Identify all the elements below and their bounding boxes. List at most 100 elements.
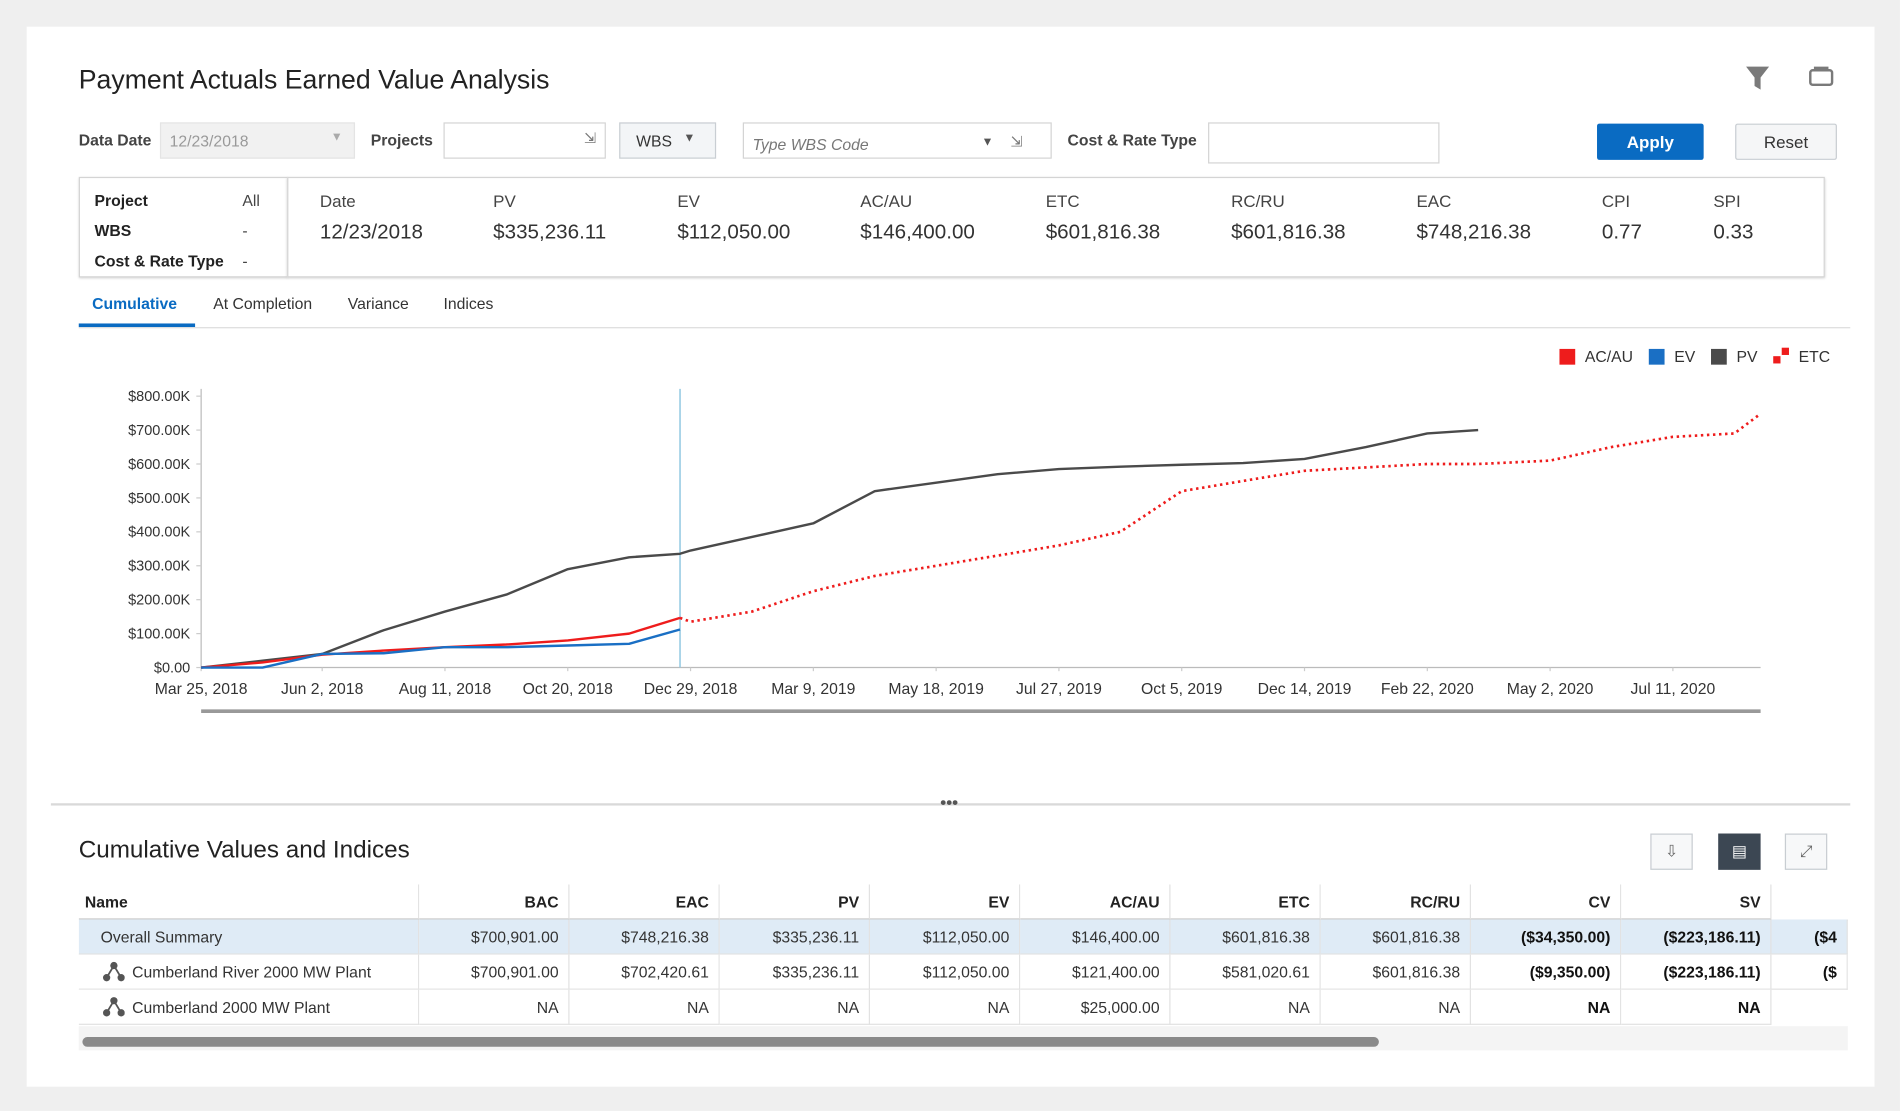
cost-rate-label: Cost & Rate Type <box>1067 130 1197 150</box>
table-cell: $601,816.38 <box>1320 954 1472 990</box>
picker-icon[interactable]: ⇲ <box>584 129 597 147</box>
table-cell: $700,901.00 <box>419 954 570 990</box>
column-header[interactable]: SV <box>1621 884 1772 920</box>
table-cell: $601,816.38 <box>1320 919 1472 955</box>
table-cell: ($223,186.11) <box>1621 954 1772 990</box>
legend-label: PV <box>1736 349 1758 366</box>
cost-rate-input[interactable] <box>1208 122 1440 164</box>
table-cell: $146,400.00 <box>1020 919 1171 955</box>
wbs-code-input[interactable]: Type WBS Code ▼ ⇲ <box>742 122 1052 159</box>
y-tick-label: $800.00K <box>128 389 190 405</box>
column-header[interactable]: AC/AU <box>1020 884 1171 920</box>
summary-value: $601,816.38 <box>1231 220 1346 244</box>
expand-button[interactable]: ⤢ <box>1784 833 1828 870</box>
tab[interactable]: At Completion <box>213 294 313 313</box>
legend-swatch <box>1773 356 1781 364</box>
table-cell: $121,400.00 <box>1020 954 1171 990</box>
toolbar-icons[interactable] <box>1742 63 1839 94</box>
x-tick-label: Oct 5, 2019 <box>1141 681 1223 698</box>
table-cell: ($4 <box>1771 919 1848 955</box>
row-name[interactable]: Cumberland 2000 MW Plant <box>78 989 420 1025</box>
tab-underline <box>78 323 196 328</box>
x-tick-label: Oct 20, 2018 <box>523 681 613 698</box>
row-name[interactable]: Cumberland River 2000 MW Plant <box>78 954 420 990</box>
summary-label: AC/AU <box>860 191 913 211</box>
wbs-dropdown[interactable]: WBS ▼ <box>619 122 717 159</box>
table-cell: $335,236.11 <box>719 954 871 990</box>
tab[interactable]: Variance <box>347 294 409 313</box>
table-cell: ($34,350.00) <box>1471 919 1622 955</box>
tab[interactable]: Indices <box>443 294 494 313</box>
table-cell: $702,420.61 <box>569 954 720 990</box>
table-cell: NA <box>569 989 720 1025</box>
apply-button[interactable]: Apply <box>1597 123 1704 160</box>
projects-label: Projects <box>370 130 433 150</box>
column-header[interactable]: ETC <box>1170 884 1321 920</box>
x-tick-label: Jul 11, 2020 <box>1631 681 1716 698</box>
summary-label: SPI <box>1713 191 1741 211</box>
projects-input[interactable]: ⇲ <box>443 122 606 159</box>
hierarchy-icon <box>102 961 125 983</box>
row-name[interactable]: Overall Summary <box>78 919 420 955</box>
table-cell: $112,050.00 <box>870 919 1021 955</box>
table-cell: NA <box>1170 989 1321 1025</box>
table-cell: $112,050.00 <box>870 954 1021 990</box>
caret: ▼ <box>981 135 994 150</box>
context-label: WBS <box>94 221 132 240</box>
x-tick-label: Feb 22, 2020 <box>1381 681 1474 698</box>
scroll-thumb[interactable] <box>82 1037 1379 1047</box>
context-value: - <box>242 221 248 240</box>
print-icon-top <box>1813 66 1829 72</box>
table-cell: NA <box>1471 989 1622 1025</box>
context-value: - <box>242 251 248 271</box>
x-tick-label: Mar 25, 2018 <box>155 681 248 698</box>
y-tick-label: $0.00 <box>154 660 190 676</box>
column-header[interactable]: RC/RU <box>1320 884 1472 920</box>
series-line <box>679 412 1762 624</box>
table-cell: $748,216.38 <box>569 919 720 955</box>
column-header[interactable]: PV <box>719 884 871 920</box>
summary-label: CPI <box>1601 191 1631 211</box>
summary-label: EV <box>677 191 700 211</box>
summary-label: EAC <box>1416 191 1452 211</box>
x-tick-label: Jul 27, 2019 <box>1016 681 1102 698</box>
print-icon[interactable] <box>1809 69 1834 87</box>
filter-icon[interactable] <box>1746 66 1770 90</box>
y-tick-label: $400.00K <box>128 525 190 541</box>
data-date-input[interactable]: 12/23/2018 ▼ <box>159 122 356 159</box>
summary-label: PV <box>493 191 516 211</box>
context-label: Cost & Rate Type <box>94 251 224 271</box>
y-tick-label: $500.00K <box>128 491 190 507</box>
caret: ▼ <box>683 132 696 146</box>
x-tick-label: Jun 2, 2018 <box>281 681 364 698</box>
context-box: Project All WBS - Cost & Rate Type - <box>78 176 289 278</box>
view-button[interactable]: ▤ <box>1718 833 1761 870</box>
tab[interactable]: Cumulative <box>92 294 178 313</box>
reset-button[interactable]: Reset <box>1735 123 1837 160</box>
table-title: Cumulative Values and Indices <box>78 837 410 864</box>
wbs-placeholder: Type WBS Code <box>752 135 869 154</box>
node-icon <box>102 961 125 982</box>
picker-icon[interactable]: ⇲ <box>1010 133 1023 151</box>
table-cell: ($9,350.00) <box>1471 954 1622 990</box>
summary-value: $748,216.38 <box>1416 220 1532 244</box>
splitter[interactable] <box>50 803 1851 806</box>
table-cell: NA <box>719 989 871 1025</box>
y-tick-label: $300.00K <box>128 559 190 575</box>
summary-label: ETC <box>1045 191 1080 211</box>
column-header[interactable]: CV <box>1471 884 1622 920</box>
y-tick-label: $700.00K <box>128 423 190 439</box>
summary-value: $601,816.38 <box>1045 220 1161 244</box>
legend-swatch <box>1711 348 1727 365</box>
x-tick-label: Aug 11, 2018 <box>399 681 492 698</box>
context-label: Project <box>94 191 148 210</box>
data-date-value: 12/23/2018 <box>169 132 249 151</box>
column-header[interactable]: BAC <box>419 884 570 920</box>
column-header[interactable]: EAC <box>569 884 720 920</box>
column-header[interactable]: Name <box>78 884 420 920</box>
legend-label: ETC <box>1799 349 1831 366</box>
data-table: Name BAC EAC PV EV AC/AU ETC RC/RU CV SV Overall S… <box>78 884 1848 1026</box>
column-header[interactable]: EV <box>870 884 1021 920</box>
export-button[interactable]: ⇩ <box>1650 833 1693 870</box>
